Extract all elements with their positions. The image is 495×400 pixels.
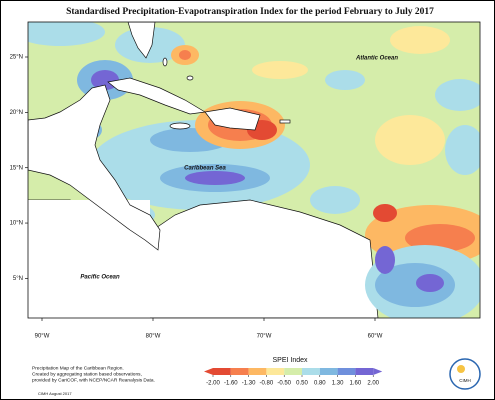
legend-tick-label: 2.00	[367, 381, 379, 387]
legend-tick-label: -2.00	[206, 381, 220, 387]
lat-tick-label: 25°N	[10, 55, 23, 61]
legend-tick-label: 0.50	[296, 381, 308, 387]
graticule: 5°N 10°N 15°N 20°N 25°N 90°W 80°W 70°W 60°W	[10, 55, 383, 340]
hispaniola	[204, 107, 261, 131]
legend-swatch	[337, 368, 356, 375]
puerto-rico	[279, 119, 291, 124]
legend-swatch	[284, 368, 302, 375]
logo	[449, 358, 481, 390]
legend-swatch	[248, 368, 267, 375]
legend-swatch	[355, 368, 374, 375]
legend-tick-label: 1.60	[350, 381, 362, 387]
lat-tick-label: 20°N	[10, 110, 23, 116]
legend-tick-label: -0.80	[260, 381, 274, 387]
legend-swatch	[230, 368, 249, 375]
jamaica	[169, 122, 191, 130]
legend-arrow	[204, 368, 213, 375]
legend-title: SPEI Index	[272, 357, 308, 364]
legend-swatch	[266, 368, 285, 375]
lat-tick-label: 5°N	[13, 276, 23, 282]
lon-tick-label: 80°W	[146, 334, 161, 340]
logo-sun	[457, 365, 465, 373]
bahamas	[162, 57, 168, 67]
bahamas	[186, 75, 194, 81]
legend-swatch	[319, 368, 338, 375]
ocean-label: Pacific Ocean	[80, 275, 120, 281]
legend-arrow	[373, 368, 383, 375]
source-line: Precipitation Map of the Caribbean Regio…	[32, 365, 124, 371]
florida	[127, 22, 156, 59]
title: Standardised Precipitation-Evapotranspir…	[66, 7, 434, 17]
sea-label: Caribbean Sea	[184, 166, 226, 172]
legend-swatch	[213, 368, 231, 375]
lon-tick-label: 60°W	[368, 334, 383, 340]
map: Atlantic Ocean Caribbean Sea Pacific Oce…	[28, 22, 480, 318]
logo-text: CIMH	[459, 378, 471, 383]
lon-tick-label: 70°W	[257, 334, 272, 340]
ocean-label: Atlantic Ocean	[355, 56, 398, 62]
legend-swatch	[302, 368, 320, 375]
lon-tick-label: 90°W	[35, 334, 50, 340]
legend-tick-label: -1.60	[224, 381, 238, 387]
legend: -2.00 -1.60 -1.30 -0.80 -0.50 0.50 0.80 1.30 1.6…	[204, 368, 383, 387]
map-frame	[27, 21, 481, 319]
source-line: provided by CariCOF, with NCEP/NCAR Rean…	[32, 377, 155, 383]
guiana-field	[365, 245, 480, 318]
source-line: Created by aggregating station based obs…	[32, 371, 142, 377]
lat-tick-label: 15°N	[10, 165, 23, 171]
lat-tick-label: 10°N	[10, 221, 23, 227]
central-america	[28, 84, 161, 251]
legend-tick-label: -1.30	[242, 381, 256, 387]
legend-tick-label: 0.80	[314, 381, 326, 387]
legend-tick-label: -0.50	[277, 381, 291, 387]
footer: CIMH August 2017	[38, 391, 72, 396]
legend-tick-label: 1.30	[332, 381, 344, 387]
cuba	[107, 77, 207, 115]
